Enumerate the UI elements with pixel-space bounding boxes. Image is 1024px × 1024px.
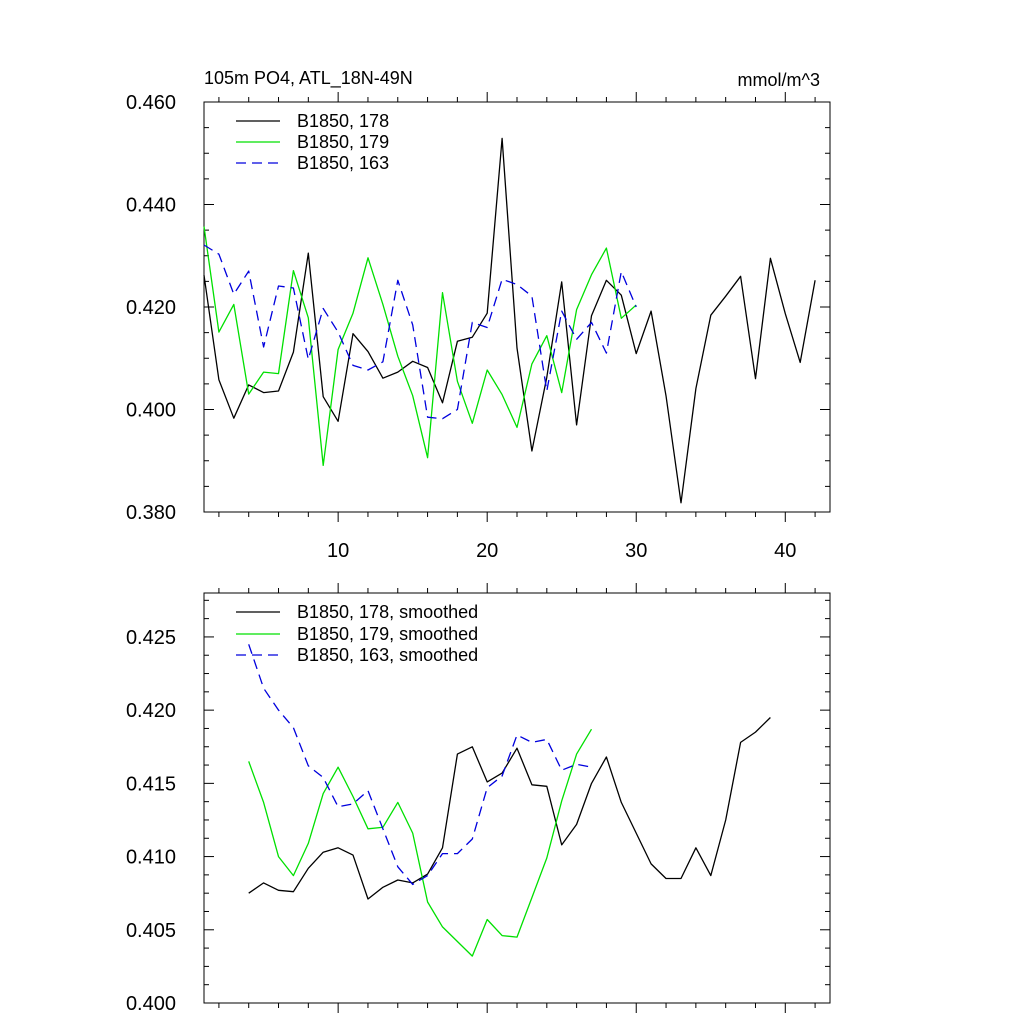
x-tick-label: 10	[327, 540, 349, 562]
chart-title: 105m PO4, ATL_18N-49N	[204, 68, 413, 89]
top-x-tick-labels: 10 20 30 40	[327, 540, 796, 562]
legend-label-178-smoothed: B1850, 178, smoothed	[297, 602, 478, 622]
y-tick-label: 0.420	[126, 700, 176, 722]
bottom-ticks	[204, 583, 830, 1013]
series-line-3	[203, 244, 637, 420]
legend-label-178: B1850, 178	[297, 111, 389, 131]
x-tick-label: 30	[625, 540, 647, 562]
y-tick-label: 0.425	[126, 627, 176, 649]
y-tick-label: 0.440	[126, 195, 176, 217]
top-y-tick-labels: 0.380 0.400 0.420 0.440 0.460	[126, 92, 176, 524]
bottom-panel: 0.400 0.405 0.410 0.415 0.420 0.425 B1850, 17…	[126, 583, 831, 1015]
y-tick-label: 0.405	[126, 920, 176, 942]
x-tick-label: 40	[774, 540, 796, 562]
legend-label-163: B1850, 163	[297, 153, 389, 173]
series-line-1	[248, 717, 771, 900]
top-legend: B1850, 178 B1850, 179 B1850, 163	[236, 111, 389, 173]
legend-label-163-smoothed: B1850, 163, smoothed	[297, 645, 478, 665]
y-tick-label: 0.415	[126, 773, 176, 795]
bottom-y-tick-labels: 0.400 0.405 0.410 0.415 0.420 0.425	[126, 627, 176, 1015]
y-tick-label: 0.460	[126, 92, 176, 114]
series-line-1	[203, 137, 816, 504]
legend-label-179: B1850, 179	[297, 132, 389, 152]
series-line-2	[248, 728, 593, 957]
y-tick-label: 0.400	[126, 400, 176, 422]
bottom-series-lines	[248, 644, 771, 957]
bottom-legend: B1850, 178, smoothed B1850, 179, smoothe…	[236, 602, 478, 665]
y-tick-label: 0.420	[126, 297, 176, 319]
series-line-2	[203, 226, 637, 467]
x-tick-label: 20	[476, 540, 498, 562]
legend-label-179-smoothed: B1850, 179, smoothed	[297, 624, 478, 644]
series-line-3	[248, 644, 592, 886]
y-tick-label: 0.400	[126, 993, 176, 1015]
units-label: mmol/m^3	[738, 70, 820, 90]
y-tick-label: 0.380	[126, 502, 176, 524]
y-tick-label: 0.410	[126, 847, 176, 869]
top-ticks	[204, 92, 830, 522]
top-panel: 105m PO4, ATL_18N-49N mmol/m^3 0.380 0.40…	[126, 68, 831, 562]
top-series-lines	[203, 137, 816, 504]
